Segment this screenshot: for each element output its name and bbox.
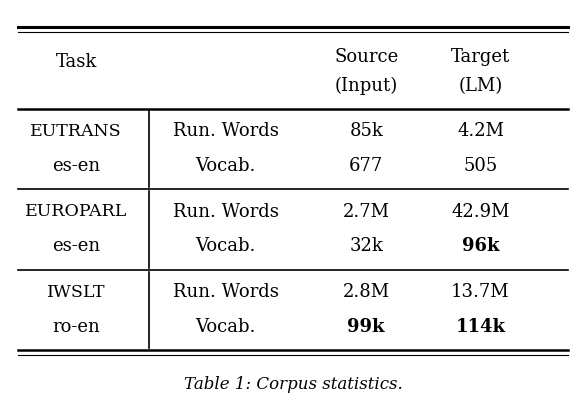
Text: IWSLT: IWSLT bbox=[47, 283, 105, 300]
Text: 677: 677 bbox=[349, 157, 383, 174]
Text: EUROPARL: EUROPARL bbox=[25, 203, 127, 220]
Text: Vocab.: Vocab. bbox=[195, 237, 256, 255]
Text: ro-en: ro-en bbox=[52, 317, 100, 335]
Text: 2.7M: 2.7M bbox=[343, 203, 390, 220]
Text: 96k: 96k bbox=[462, 237, 499, 255]
Text: 32k: 32k bbox=[349, 237, 383, 255]
Text: Task: Task bbox=[56, 53, 97, 70]
Text: 505: 505 bbox=[464, 157, 498, 174]
Text: Run. Words: Run. Words bbox=[173, 122, 278, 140]
Text: Run. Words: Run. Words bbox=[173, 283, 278, 300]
Text: es-en: es-en bbox=[52, 237, 100, 255]
Text: (LM): (LM) bbox=[458, 77, 503, 94]
Text: Target: Target bbox=[451, 49, 510, 66]
Text: 4.2M: 4.2M bbox=[457, 122, 504, 140]
Text: 99k: 99k bbox=[347, 317, 385, 335]
Text: Vocab.: Vocab. bbox=[195, 317, 256, 335]
Text: EUTRANS: EUTRANS bbox=[30, 123, 122, 140]
Text: 2.8M: 2.8M bbox=[343, 283, 390, 300]
Text: Table 1: Corpus statistics.: Table 1: Corpus statistics. bbox=[183, 375, 403, 392]
Text: 13.7M: 13.7M bbox=[451, 283, 510, 300]
Text: 114k: 114k bbox=[455, 317, 506, 335]
Text: es-en: es-en bbox=[52, 157, 100, 174]
Text: (Input): (Input) bbox=[335, 76, 398, 95]
Text: 85k: 85k bbox=[349, 122, 383, 140]
Text: Run. Words: Run. Words bbox=[173, 203, 278, 220]
Text: Source: Source bbox=[334, 49, 398, 66]
Text: Vocab.: Vocab. bbox=[195, 157, 256, 174]
Text: 42.9M: 42.9M bbox=[451, 203, 510, 220]
